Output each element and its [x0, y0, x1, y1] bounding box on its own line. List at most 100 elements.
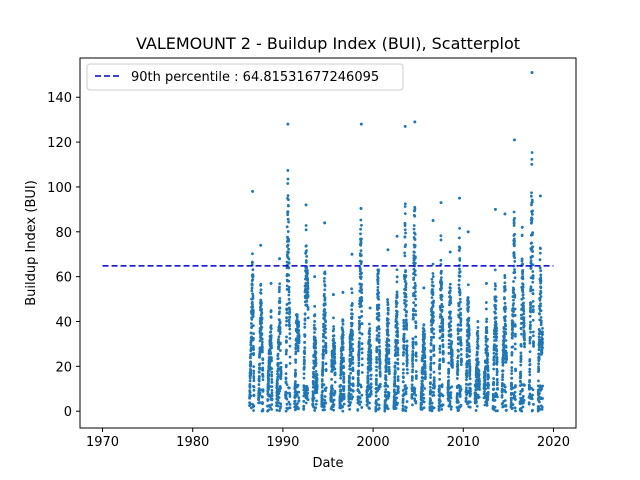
data-point: [277, 362, 280, 365]
data-point: [312, 394, 315, 397]
data-point: [440, 298, 443, 301]
data-point: [349, 401, 352, 404]
data-point: [402, 321, 405, 324]
data-point: [261, 317, 264, 320]
data-point: [523, 342, 526, 345]
data-point: [385, 370, 388, 373]
data-point: [251, 303, 254, 306]
data-point: [395, 305, 398, 308]
data-point: [370, 393, 373, 396]
data-point: [532, 334, 535, 337]
data-point: [324, 331, 327, 334]
data-point: [253, 389, 256, 392]
data-point: [456, 392, 459, 395]
data-point: [514, 308, 517, 311]
data-point: [404, 269, 407, 272]
data-point: [396, 281, 399, 284]
x-axis-label: Date: [312, 456, 343, 471]
data-point: [270, 381, 273, 384]
data-point: [359, 233, 362, 236]
data-point: [252, 315, 255, 318]
data-point: [378, 307, 381, 310]
data-point: [493, 362, 496, 365]
data-point: [260, 308, 263, 311]
data-point: [287, 178, 290, 181]
data-point: [358, 344, 361, 347]
data-point: [294, 369, 297, 372]
data-point: [323, 408, 326, 411]
data-point: [375, 394, 378, 397]
data-point: [279, 405, 282, 408]
data-point: [521, 272, 524, 275]
data-point: [351, 330, 354, 333]
data-point: [404, 236, 407, 239]
data-point: [351, 253, 354, 256]
data-point: [312, 381, 315, 384]
data-point: [333, 341, 336, 344]
data-point: [387, 352, 390, 355]
data-point: [449, 251, 452, 254]
data-point: [495, 350, 498, 353]
data-point: [396, 322, 399, 325]
data-point: [532, 292, 535, 295]
data-point: [396, 327, 399, 330]
data-point: [270, 327, 273, 330]
data-point: [277, 375, 280, 378]
data-point: [541, 338, 544, 341]
data-point: [528, 403, 531, 406]
data-point: [468, 359, 471, 362]
data-point: [331, 384, 334, 387]
data-point: [271, 394, 274, 397]
data-point: [468, 325, 471, 328]
data-point: [539, 269, 542, 272]
data-point: [260, 292, 263, 295]
data-point: [252, 409, 255, 412]
data-point: [396, 235, 399, 238]
data-point: [386, 330, 389, 333]
data-point: [343, 396, 346, 399]
data-point: [414, 255, 417, 258]
x-tick-label: 1970: [86, 435, 119, 450]
data-point: [316, 378, 319, 381]
data-point: [367, 371, 370, 374]
data-point: [360, 207, 363, 210]
data-point: [402, 354, 405, 357]
data-point: [531, 151, 534, 154]
data-point: [521, 388, 524, 391]
data-point: [395, 316, 398, 319]
data-point: [404, 202, 407, 205]
data-point: [413, 215, 416, 218]
data-point: [270, 389, 273, 392]
data-point: [475, 400, 478, 403]
data-point: [415, 355, 418, 358]
data-point: [450, 334, 453, 337]
data-point: [252, 348, 255, 351]
data-point: [529, 336, 532, 339]
data-point: [458, 197, 461, 200]
data-point: [459, 324, 462, 327]
data-point: [350, 393, 353, 396]
data-point: [279, 343, 282, 346]
data-point: [432, 305, 435, 308]
data-point: [379, 367, 382, 370]
x-axis: 1970 1980 1990 2000 2010 2020: [86, 428, 570, 450]
data-point: [413, 224, 416, 227]
data-point: [296, 394, 299, 397]
data-point: [421, 373, 424, 376]
data-point: [402, 319, 405, 322]
data-point: [395, 407, 398, 410]
data-point: [286, 123, 289, 126]
data-point: [321, 386, 324, 389]
data-point: [493, 359, 496, 362]
data-point: [477, 361, 480, 364]
data-point: [532, 274, 535, 277]
data-point: [460, 359, 463, 362]
data-point: [487, 376, 490, 379]
data-point: [279, 377, 282, 380]
data-point: [387, 322, 390, 325]
data-point: [519, 364, 522, 367]
data-point: [306, 278, 309, 281]
data-point: [249, 372, 252, 375]
data-point: [467, 283, 470, 286]
data-point: [494, 308, 497, 311]
